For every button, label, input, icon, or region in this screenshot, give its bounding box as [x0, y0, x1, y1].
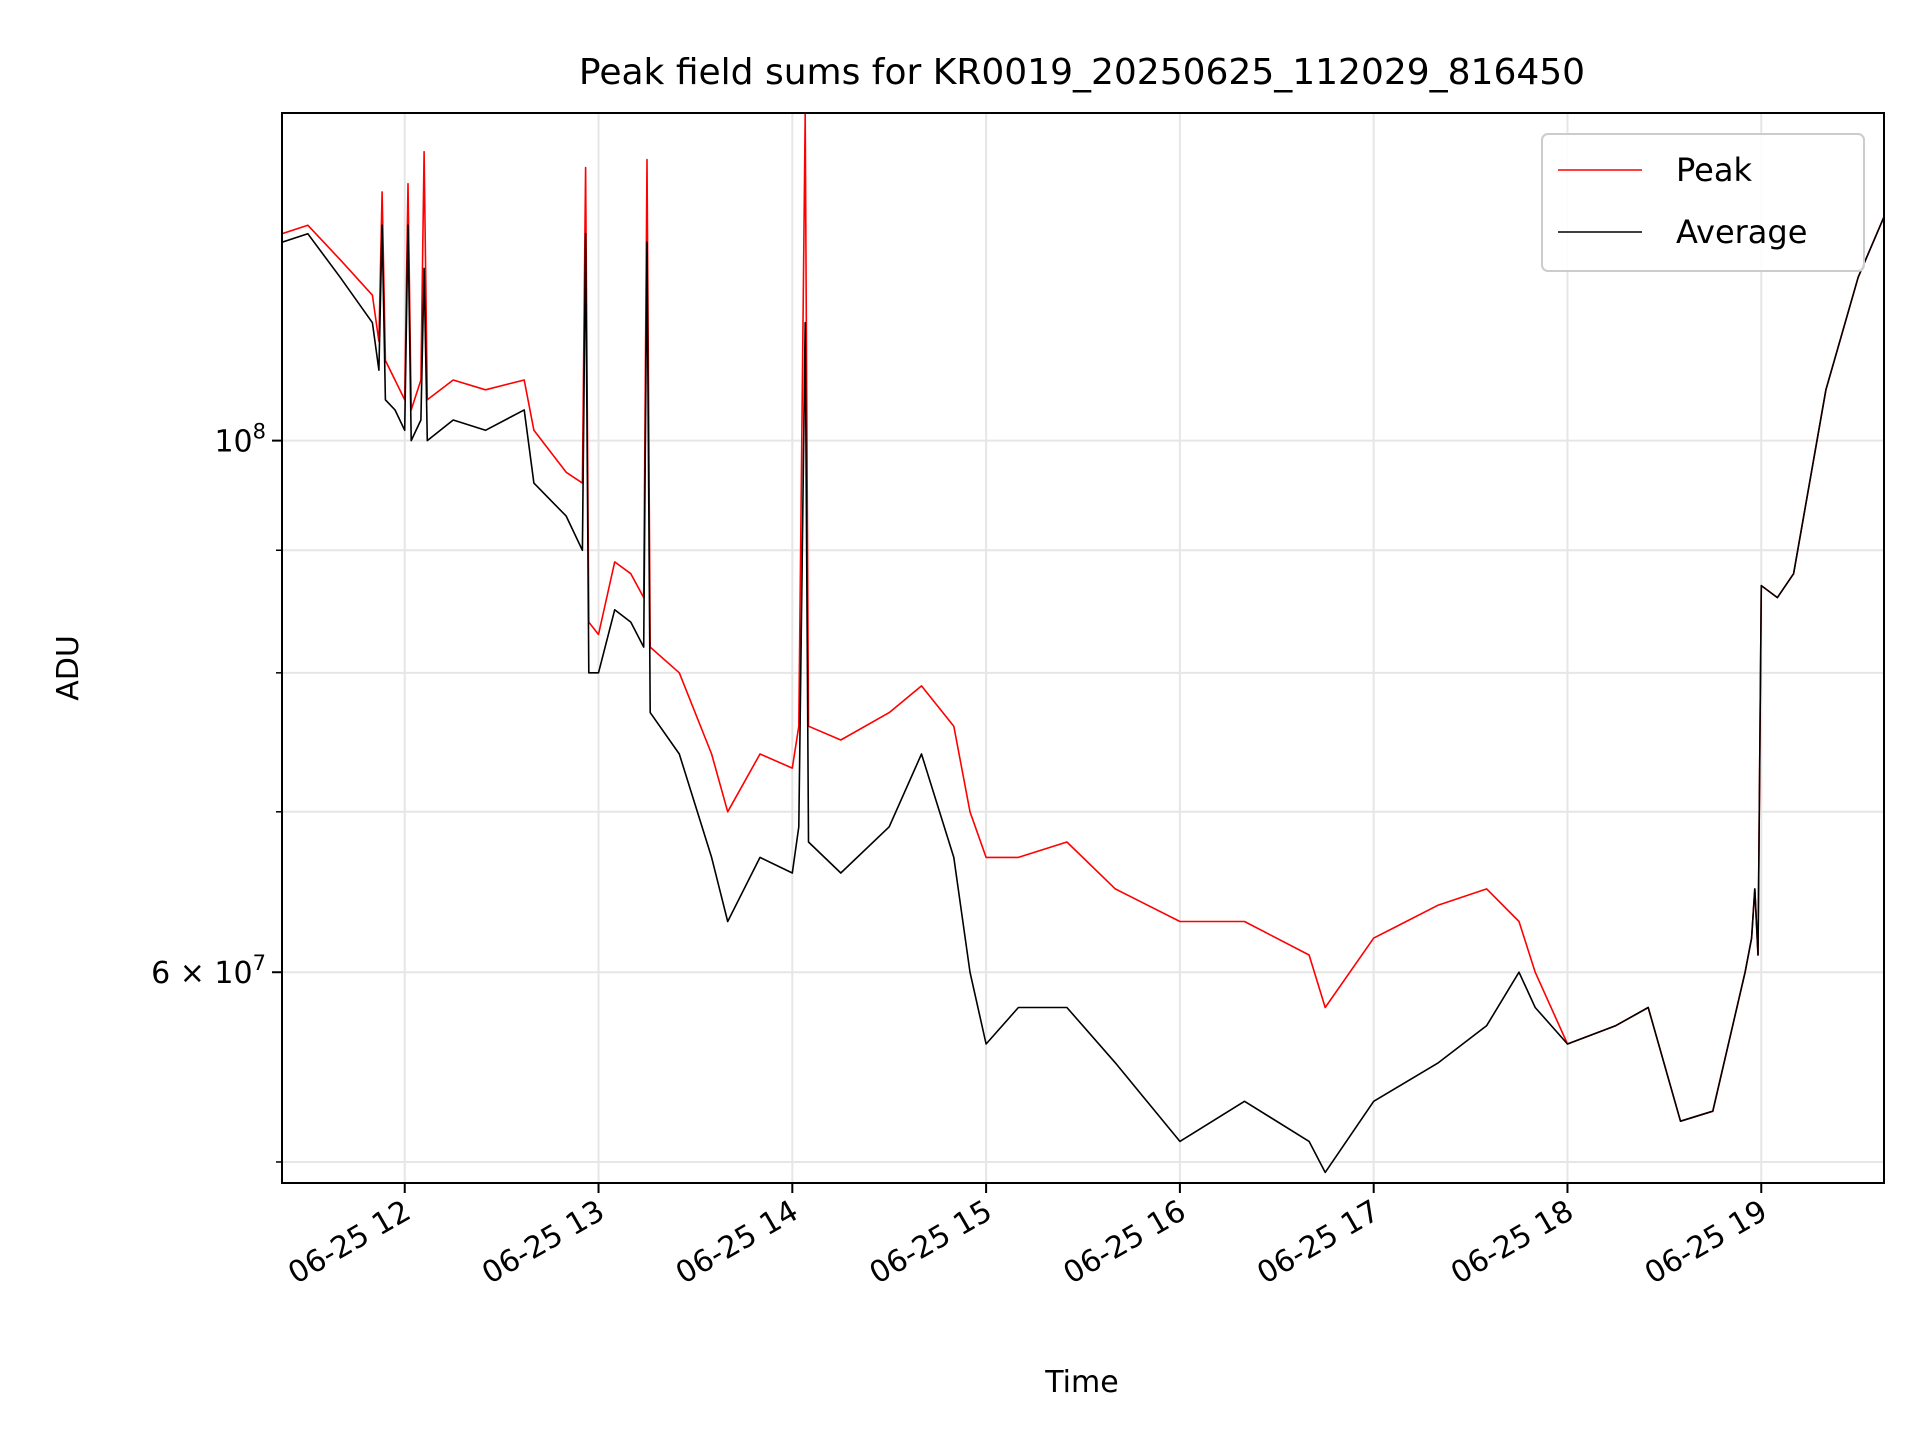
series-line-average: [282, 216, 1884, 1174]
chart-title: Peak field sums for KR0019_20250625_1120…: [579, 52, 1585, 93]
legend-label-average: Average: [1676, 213, 1807, 251]
legend: Peak Average: [1541, 133, 1865, 272]
plot-frame: [281, 112, 1885, 1184]
y-tick-label-exponent: 7: [253, 951, 266, 975]
y-tick-label: 108: [214, 420, 266, 460]
y-axis: 6 × 107 108: [151, 420, 282, 1163]
series: [282, 113, 1884, 1174]
legend-box: [1541, 133, 1865, 272]
grid: [282, 113, 1884, 1183]
y-tick-label-base: 10: [214, 425, 252, 460]
y-tick-label: 6 × 107: [151, 951, 266, 991]
x-axis-label: Time: [1044, 1365, 1118, 1400]
y-axis-label: ADU: [51, 635, 86, 701]
y-tick-label-exponent: 8: [253, 420, 266, 444]
y-tick-label-base: 6 × 10: [151, 956, 252, 991]
legend-label-peak: Peak: [1676, 151, 1752, 189]
